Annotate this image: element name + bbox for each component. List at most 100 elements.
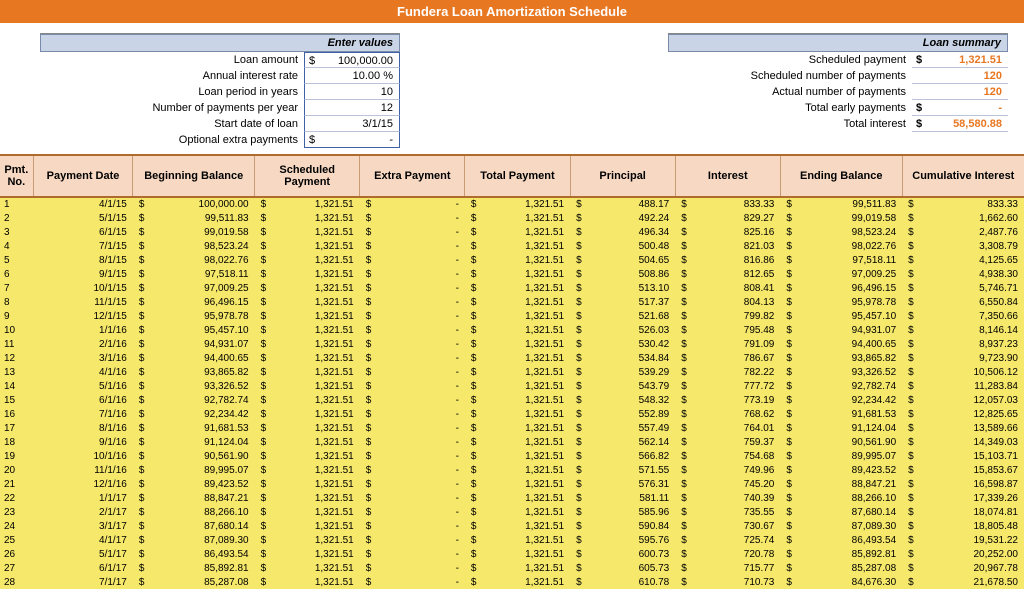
money-cell: $595.76: [570, 533, 675, 547]
money-cell: $14,349.03: [902, 435, 1024, 449]
money-cell: $4,125.65: [902, 253, 1024, 267]
date-cell: 3/1/16: [33, 351, 133, 365]
money-cell: $-: [360, 309, 465, 323]
column-header: Principal: [570, 155, 675, 197]
input-label: Start date of loan: [40, 116, 304, 132]
summary-label: Scheduled payment: [668, 52, 912, 68]
money-cell: $1,321.51: [255, 225, 360, 239]
summary-row: Total interest$58,580.88: [668, 116, 1008, 132]
table-row: 36/1/15$99,019.58$1,321.51$-$1,321.51$49…: [0, 225, 1024, 239]
input-cell[interactable]: $100,000.00: [304, 52, 400, 68]
money-cell: $-: [360, 281, 465, 295]
money-cell: $-: [360, 449, 465, 463]
money-cell: $754.68: [675, 449, 780, 463]
date-cell: 11/1/16: [33, 463, 133, 477]
money-cell: $-: [360, 197, 465, 211]
money-cell: $94,400.65: [133, 351, 255, 365]
money-cell: $526.03: [570, 323, 675, 337]
pmt-no-cell: 3: [0, 225, 33, 239]
date-cell: 7/1/17: [33, 575, 133, 589]
money-cell: $-: [360, 323, 465, 337]
date-cell: 4/1/15: [33, 197, 133, 211]
table-row: 232/1/17$88,266.10$1,321.51$-$1,321.51$5…: [0, 505, 1024, 519]
input-cell[interactable]: 10: [304, 84, 400, 100]
input-cell[interactable]: $-: [304, 132, 400, 148]
money-cell: $89,423.52: [780, 463, 902, 477]
money-cell: $92,782.74: [780, 379, 902, 393]
input-cell[interactable]: 12: [304, 100, 400, 116]
money-cell: $92,234.42: [133, 407, 255, 421]
money-cell: $1,321.51: [255, 295, 360, 309]
money-cell: $1,321.51: [255, 561, 360, 575]
money-cell: $99,511.83: [780, 197, 902, 211]
money-cell: $1,321.51: [465, 561, 570, 575]
pmt-no-cell: 2: [0, 211, 33, 225]
date-cell: 9/1/15: [33, 267, 133, 281]
money-cell: $1,321.51: [465, 379, 570, 393]
money-cell: $15,853.67: [902, 463, 1024, 477]
money-cell: $87,089.30: [133, 533, 255, 547]
money-cell: $1,321.51: [255, 281, 360, 295]
money-cell: $-: [360, 211, 465, 225]
pmt-no-cell: 8: [0, 295, 33, 309]
input-cell[interactable]: 10.00 %: [304, 68, 400, 84]
money-cell: $1,321.51: [465, 435, 570, 449]
money-cell: $576.31: [570, 477, 675, 491]
money-cell: $825.16: [675, 225, 780, 239]
money-cell: $87,089.30: [780, 519, 902, 533]
money-cell: $99,511.83: [133, 211, 255, 225]
money-cell: $539.29: [570, 365, 675, 379]
pmt-no-cell: 16: [0, 407, 33, 421]
money-cell: $833.33: [902, 197, 1024, 211]
money-cell: $-: [360, 393, 465, 407]
money-cell: $552.89: [570, 407, 675, 421]
money-cell: $88,266.10: [133, 505, 255, 519]
money-cell: $1,321.51: [255, 211, 360, 225]
date-cell: 8/1/15: [33, 253, 133, 267]
money-cell: $1,321.51: [465, 225, 570, 239]
money-cell: $521.68: [570, 309, 675, 323]
money-cell: $808.41: [675, 281, 780, 295]
money-cell: $833.33: [675, 197, 780, 211]
date-cell: 12/1/16: [33, 477, 133, 491]
money-cell: $89,995.07: [133, 463, 255, 477]
money-cell: $1,321.51: [255, 505, 360, 519]
input-cell[interactable]: 3/1/15: [304, 116, 400, 132]
money-cell: $88,266.10: [780, 491, 902, 505]
money-cell: $95,978.78: [780, 295, 902, 309]
money-cell: $89,995.07: [780, 449, 902, 463]
money-cell: $92,234.42: [780, 393, 902, 407]
money-cell: $571.55: [570, 463, 675, 477]
date-cell: 6/1/17: [33, 561, 133, 575]
money-cell: $504.65: [570, 253, 675, 267]
money-cell: $1,321.51: [465, 253, 570, 267]
money-cell: $-: [360, 267, 465, 281]
money-cell: $7,350.66: [902, 309, 1024, 323]
summary-value: $58,580.88: [912, 116, 1008, 132]
input-row: Annual interest rate10.00 %: [40, 68, 400, 84]
date-cell: 10/1/16: [33, 449, 133, 463]
money-cell: $1,321.51: [465, 309, 570, 323]
money-cell: $1,321.51: [255, 239, 360, 253]
table-row: 2112/1/16$89,423.52$1,321.51$-$1,321.51$…: [0, 477, 1024, 491]
money-cell: $-: [360, 421, 465, 435]
summary-row: Actual number of payments120: [668, 84, 1008, 100]
money-cell: $513.10: [570, 281, 675, 295]
money-cell: $-: [360, 575, 465, 589]
money-cell: $94,931.07: [133, 337, 255, 351]
table-row: 145/1/16$93,326.52$1,321.51$-$1,321.51$5…: [0, 379, 1024, 393]
money-cell: $1,321.51: [465, 519, 570, 533]
pmt-no-cell: 6: [0, 267, 33, 281]
summary-value: 120: [912, 84, 1008, 100]
pmt-no-cell: 12: [0, 351, 33, 365]
amortization-table: Pmt. No.Payment DateBeginning BalanceSch…: [0, 154, 1024, 589]
money-cell: $13,589.66: [902, 421, 1024, 435]
money-cell: $18,074.81: [902, 505, 1024, 519]
money-cell: $-: [360, 435, 465, 449]
money-cell: $1,321.51: [465, 547, 570, 561]
money-cell: $12,825.65: [902, 407, 1024, 421]
money-cell: $-: [360, 253, 465, 267]
money-cell: $99,019.58: [133, 225, 255, 239]
table-row: 123/1/16$94,400.65$1,321.51$-$1,321.51$5…: [0, 351, 1024, 365]
table-row: 276/1/17$85,892.81$1,321.51$-$1,321.51$6…: [0, 561, 1024, 575]
